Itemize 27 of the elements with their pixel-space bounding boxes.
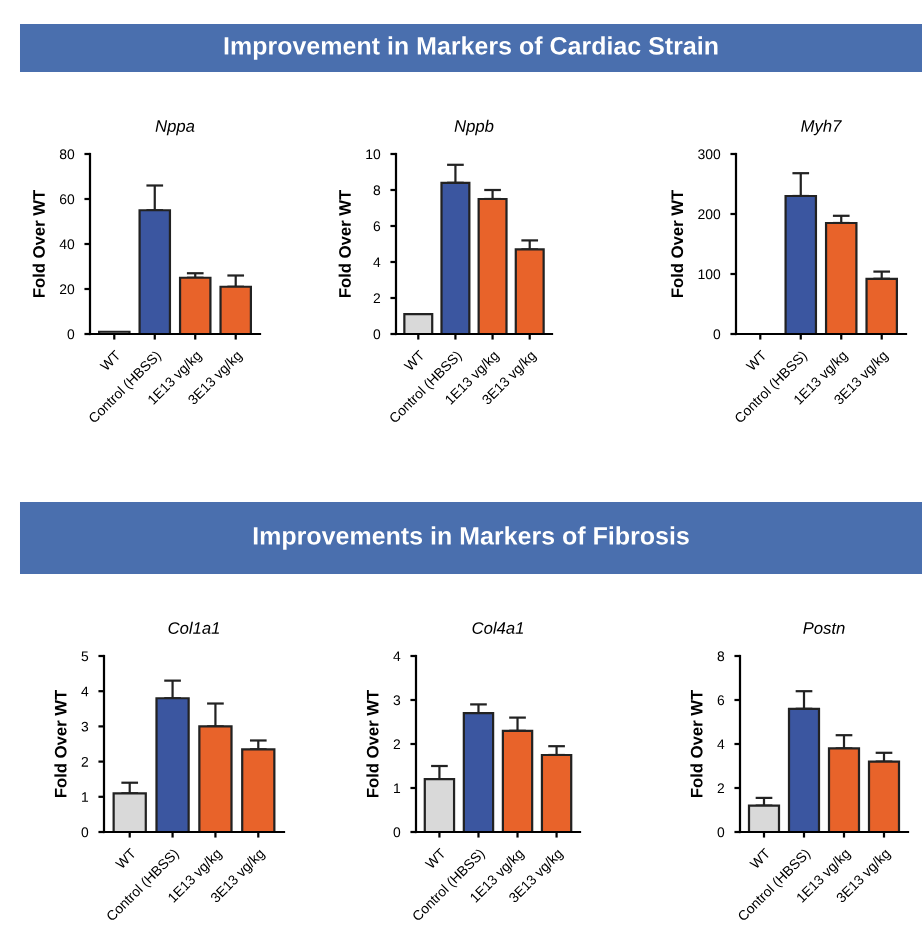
text: Improvements in Markers of Fibrosis — [253, 526, 689, 550]
y-axis-title: Fold Over WT — [690, 690, 703, 798]
y-axis-title: Fold Over WT — [54, 690, 67, 798]
chart-title: Nppa — [155, 120, 195, 136]
bar — [540, 753, 573, 832]
chart-title: Myh7 — [801, 119, 842, 136]
y-axis-title: Fold Over WT — [670, 190, 684, 298]
bar — [867, 760, 901, 832]
y-axis-title: Fold Over WT — [32, 190, 45, 298]
chart-title: Nppb — [454, 119, 494, 136]
bar — [865, 277, 898, 334]
bar — [477, 197, 508, 334]
bar — [112, 792, 147, 832]
bar — [241, 748, 276, 832]
bar — [514, 248, 545, 334]
chart-title: Col4a1 — [472, 621, 523, 634]
bar — [403, 313, 434, 334]
bar — [219, 285, 252, 334]
bar — [178, 276, 212, 334]
y-axis-title: Fold Over WT — [366, 690, 379, 798]
bar — [747, 804, 781, 832]
y-axis-title: Fold Over WT — [338, 190, 351, 298]
text: Improvement in Markers of Cardiac Strain — [224, 36, 718, 60]
bar — [824, 221, 858, 334]
bar — [462, 712, 495, 832]
chart-title: Col1a1 — [168, 621, 219, 634]
chart-title: Postn — [803, 622, 845, 634]
